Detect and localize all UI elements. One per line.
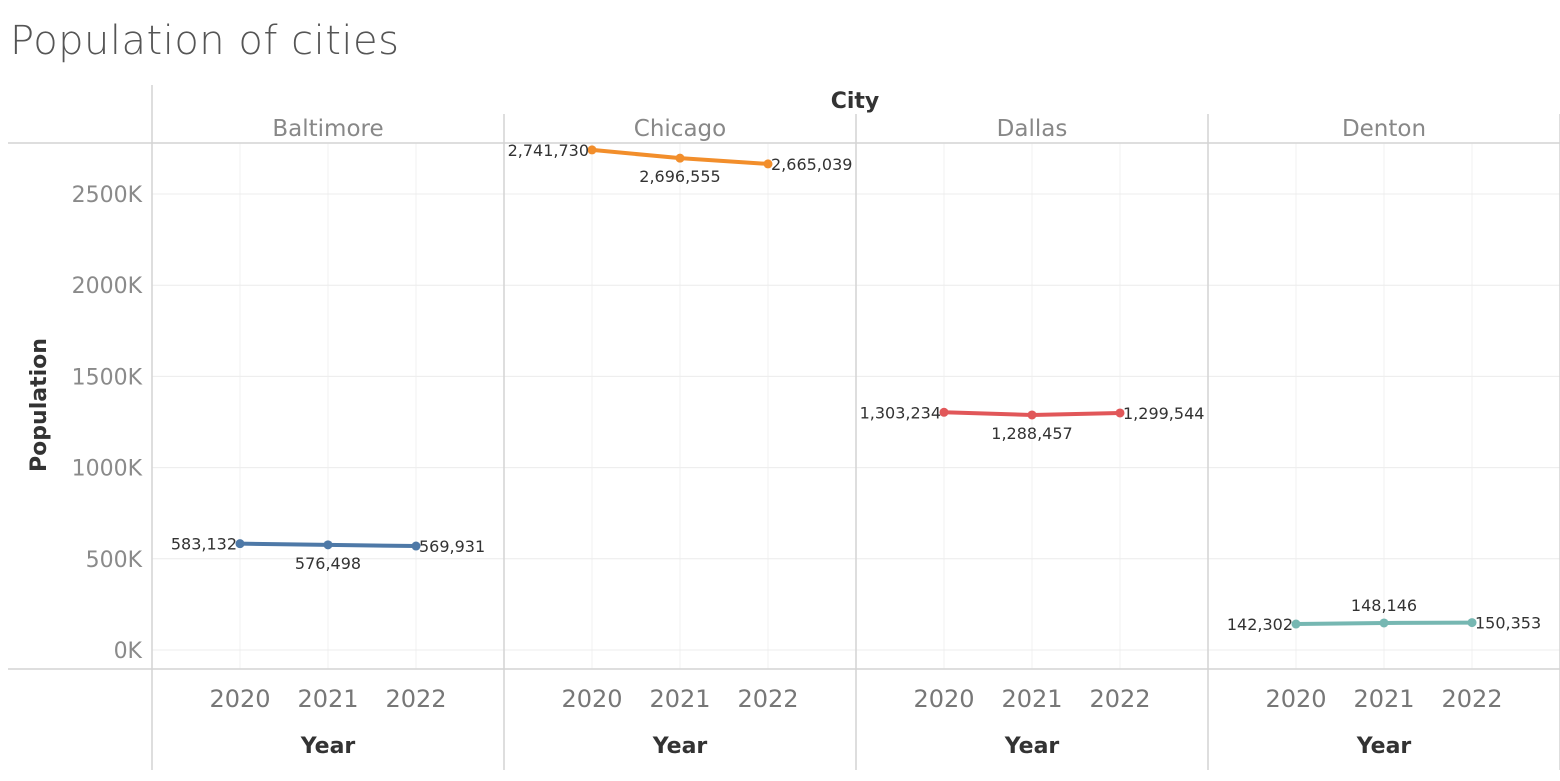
y-tick-label: 1000K <box>72 457 143 482</box>
data-point <box>587 145 597 155</box>
data-label: 2,696,555 <box>639 167 720 186</box>
facet-label-chicago: Chicago <box>634 116 726 142</box>
data-label: 1,303,234 <box>860 403 941 422</box>
x-tick-label: 2022 <box>1441 685 1502 713</box>
data-label: 142,302 <box>1227 615 1293 634</box>
data-label: 583,132 <box>171 535 237 554</box>
x-tick-label: 2021 <box>1001 685 1062 713</box>
data-point <box>1291 619 1301 629</box>
y-tick-label: 2500K <box>72 183 143 208</box>
x-tick-label: 2022 <box>1089 685 1150 713</box>
y-axis-title: Population <box>27 338 52 472</box>
x-tick-label: 2021 <box>1353 685 1414 713</box>
facet-label-denton: Denton <box>1342 116 1426 142</box>
x-tick-label: 2020 <box>561 685 622 713</box>
data-point <box>763 159 773 169</box>
x-tick-label: 2021 <box>297 685 358 713</box>
facet-label-dallas: Dallas <box>997 116 1068 142</box>
data-point <box>675 153 685 163</box>
data-point <box>411 541 421 551</box>
data-label: 1,288,457 <box>991 424 1072 443</box>
data-point <box>323 540 333 550</box>
data-point <box>1027 410 1037 420</box>
data-label: 148,146 <box>1351 596 1417 615</box>
x-tick-label: 2022 <box>737 685 798 713</box>
y-tick-label: 2000K <box>72 274 143 299</box>
x-tick-label: 2022 <box>385 685 446 713</box>
x-axis-title: Year <box>652 734 708 759</box>
data-label: 150,353 <box>1475 614 1541 633</box>
data-point <box>235 539 245 549</box>
x-axis-title: Year <box>1356 734 1412 759</box>
data-label: 576,498 <box>295 554 361 573</box>
x-tick-label: 2020 <box>209 685 270 713</box>
data-point <box>1379 618 1389 628</box>
x-axis-title: Year <box>300 734 356 759</box>
x-tick-label: 2020 <box>1265 685 1326 713</box>
data-label: 569,931 <box>419 537 485 556</box>
data-label: 2,741,730 <box>508 141 589 160</box>
facet-title: City <box>831 89 880 114</box>
data-point <box>939 407 949 417</box>
y-tick-label: 1500K <box>72 365 143 390</box>
x-tick-label: 2020 <box>913 685 974 713</box>
data-point <box>1115 408 1125 418</box>
x-tick-label: 2021 <box>649 685 710 713</box>
data-label: 1,299,544 <box>1123 404 1204 423</box>
facet-label-baltimore: Baltimore <box>272 116 383 142</box>
x-axis-title: Year <box>1004 734 1060 759</box>
data-point <box>1467 618 1477 628</box>
chart-title: Population of cities <box>10 18 400 64</box>
y-tick-label: 500K <box>86 548 143 573</box>
y-tick-label: 0K <box>114 639 143 664</box>
data-label: 2,665,039 <box>771 155 852 174</box>
